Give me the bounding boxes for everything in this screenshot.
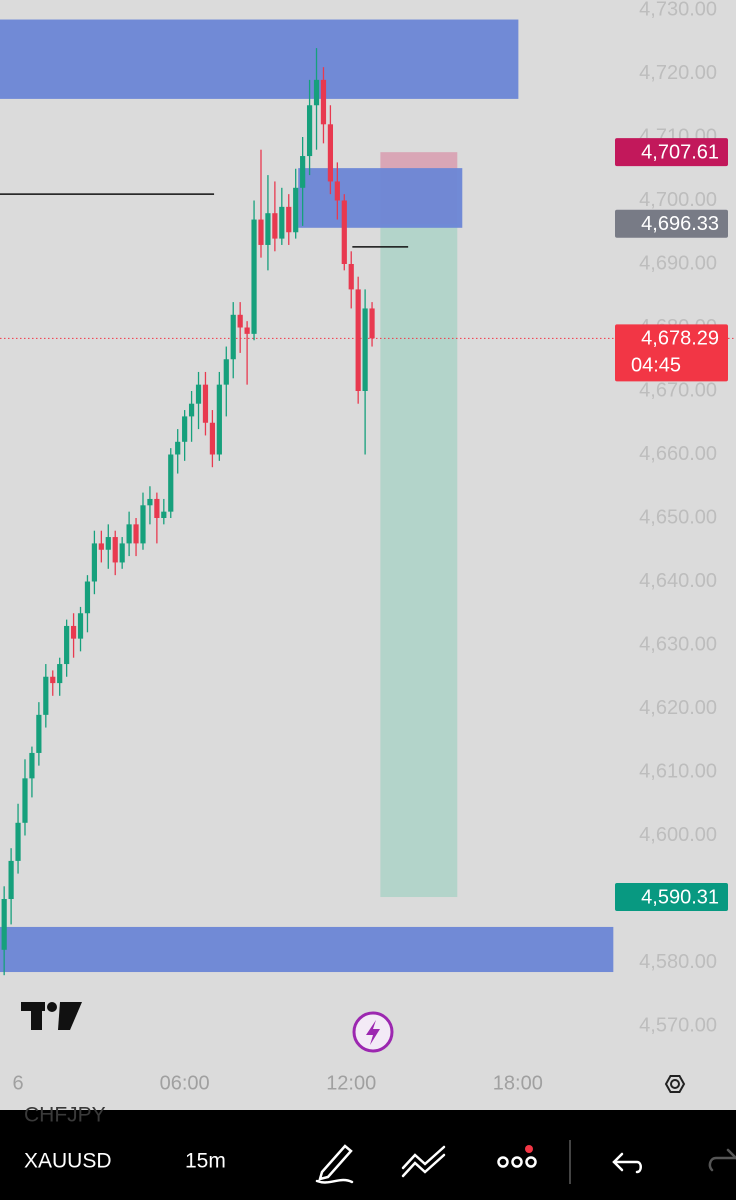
candle-body [188,403,195,417]
undo-button[interactable] [612,1152,642,1174]
x-tick-label: 06:00 [160,1072,210,1094]
y-tick-label: 4,720.00 [639,62,717,84]
hidden-symbol: CHFJPY [24,1104,106,1127]
candle-body [300,156,306,188]
position-profit [380,223,458,898]
candle-body [77,613,84,639]
candle-body [182,416,188,442]
zone [0,926,614,973]
candle-body [36,714,42,753]
candle-body [57,664,63,684]
candle-body [133,524,139,544]
candle-body [313,79,320,106]
y-tick-label: 4,580.00 [639,951,717,973]
candle-body [216,384,222,455]
candle-body [105,537,111,550]
candle-body [1,899,7,950]
candle-body [265,213,271,245]
interval-button[interactable]: 15m [185,1150,226,1173]
candle-body [98,543,104,550]
candle-body [29,752,35,779]
redo-button[interactable] [708,1148,736,1172]
symbol-button[interactable]: XAUUSD [24,1150,112,1173]
price-label-box [615,209,728,238]
candle-body [119,543,125,563]
y-tick-label: 4,670.00 [639,379,717,401]
y-tick-label: 4,660.00 [639,443,717,465]
candle-body [320,79,327,125]
candle-body [306,105,313,157]
candle-body [237,314,243,328]
candle-body [258,219,264,245]
price-label: 4,707.61 [641,141,719,163]
candle-body [140,505,146,544]
candle-body [161,511,167,518]
price-label-box [615,138,728,167]
candle-body [341,200,347,264]
price-label-box [615,883,728,912]
indicators-button[interactable] [401,1145,446,1178]
x-tick-label: 12:00 [326,1072,376,1094]
lightning-button[interactable] [352,1011,394,1053]
candle-body [112,537,118,563]
candle-body [348,264,354,290]
candle-body [168,454,174,512]
last-price-label: 4,678.29 [641,328,719,350]
candle-body [175,441,181,455]
candle-body [369,308,375,339]
candle-body [327,124,334,182]
y-tick-label: 4,620.00 [639,697,717,719]
candle-body [64,625,70,665]
y-tick-label: 4,640.00 [639,570,717,592]
candle-body [209,422,216,455]
candle-body [43,676,49,715]
candle-body [147,498,153,506]
candle-body [279,206,285,239]
candle-body [272,213,278,239]
y-tick-label: 4,650.00 [639,506,717,528]
candle-body [8,860,14,899]
candle-body [154,498,160,518]
y-tick-label: 4,730.00 [639,0,717,20]
candle-body [223,359,229,385]
candle-body [230,314,236,360]
candle-body [251,219,257,334]
candle-body [362,308,368,391]
candle-body [355,289,361,391]
candle-body [195,384,202,404]
candle-body [91,543,98,582]
candle-body [293,187,299,233]
candle-body [84,581,91,614]
candle-body [286,206,292,233]
price-label: 4,696.33 [641,213,719,235]
candle-body [22,778,28,823]
zone [0,19,519,99]
x-tick-label: 6 [12,1072,23,1094]
candle-body [50,676,56,684]
draw-button[interactable] [315,1144,354,1184]
candle-body [15,822,21,861]
candle-body [334,181,340,201]
tradingview-logo [21,1002,82,1030]
bar-countdown: 04:45 [631,355,681,377]
x-tick-label: 18:00 [493,1072,543,1094]
last-price-box [615,324,728,382]
y-tick-label: 4,570.00 [639,1014,717,1036]
settings-button[interactable] [664,1075,686,1093]
candle-body [126,524,132,544]
y-tick-label: 4,600.00 [639,824,717,846]
plot: 4,570.004,580.004,590.004,600.004,610.00… [0,0,736,1094]
y-tick-label: 4,610.00 [639,760,717,782]
candle-body [244,327,250,334]
y-tick-label: 4,690.00 [639,252,717,274]
price-label: 4,590.31 [641,886,719,908]
y-tick-label: 4,700.00 [639,189,717,211]
candle-body [70,625,77,639]
zone [298,168,463,228]
candle-body [202,384,209,423]
y-tick-label: 4,630.00 [639,633,717,655]
toolbar [0,1110,736,1200]
more-button[interactable] [497,1145,537,1168]
